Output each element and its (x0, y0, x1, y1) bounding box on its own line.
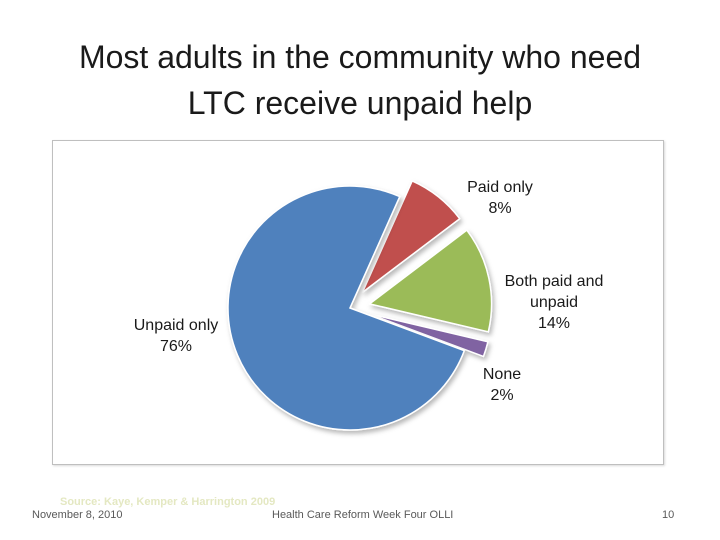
slide-title: Most adults in the community who need LT… (40, 34, 680, 126)
source-note: Source: Kaye, Kemper & Harrington 2009 (60, 496, 276, 508)
pie-slice-paid-only (361, 179, 461, 293)
pie-slice-both-paid-and (367, 229, 493, 333)
slice-label-none: None 2% (483, 366, 521, 404)
slice-label-unpaid-only: Unpaid only 76% (134, 317, 219, 355)
slice-label-both-paid-and: Both paid and unpaid 14% (505, 273, 604, 332)
title-line-2: LTC receive unpaid help (187, 85, 533, 121)
footer-date: November 8, 2010 (32, 509, 123, 521)
pie-chart: Paid only 8% Both paid and unpaid 14% None 2% U… (134, 179, 604, 431)
slice-label-paid-only: Paid only 8% (467, 179, 533, 217)
pie-slice-none (368, 313, 489, 358)
footer-presentation-title: Health Care Reform Week Four OLLI (272, 509, 454, 521)
title-line-1: Most adults in the community who need (78, 39, 642, 75)
page-number: 10 (662, 509, 675, 521)
pie-slice-unpaid-only (227, 185, 466, 431)
